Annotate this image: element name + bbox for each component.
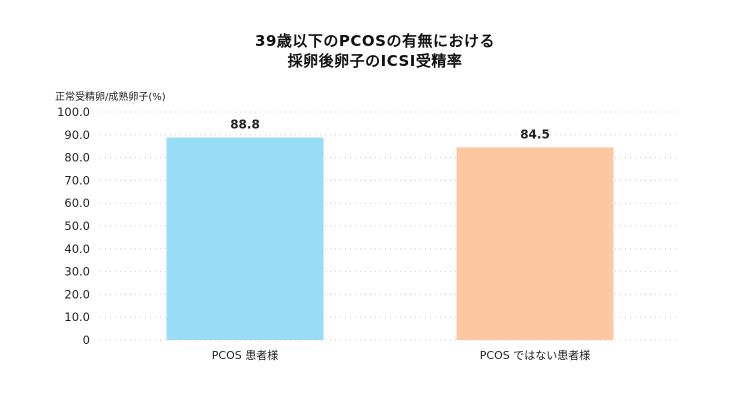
chart-title-line1: 39歳以下のPCOSの有無における bbox=[255, 32, 495, 50]
y-tick-label: 50.0 bbox=[64, 219, 90, 233]
y-tick-label: 60.0 bbox=[64, 196, 90, 210]
y-tick-label: 30.0 bbox=[64, 265, 90, 279]
y-tick-label: 20.0 bbox=[64, 287, 90, 301]
y-tick-label: 0 bbox=[83, 333, 90, 347]
y-tick-label: 80.0 bbox=[64, 151, 90, 165]
x-category-label: PCOS 患者様 bbox=[212, 348, 278, 362]
y-axis-label: 正常受精卵/成熟卵子(%) bbox=[55, 92, 166, 103]
bar bbox=[166, 137, 324, 340]
y-tick-label: 100.0 bbox=[57, 105, 90, 119]
y-tick-label: 10.0 bbox=[64, 310, 90, 324]
data-label: 88.8 bbox=[230, 118, 260, 132]
chart-title-line2: 採卵後卵子のICSI受精率 bbox=[287, 52, 463, 70]
data-label: 84.5 bbox=[520, 127, 550, 141]
y-tick-label: 40.0 bbox=[64, 242, 90, 256]
bar bbox=[456, 147, 614, 340]
y-tick-label: 90.0 bbox=[64, 128, 90, 142]
x-category-label: PCOS ではない患者様 bbox=[480, 348, 590, 362]
y-tick-label: 70.0 bbox=[64, 173, 90, 187]
